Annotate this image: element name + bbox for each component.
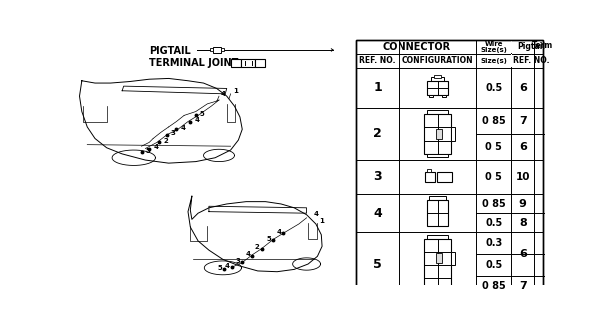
Text: 1: 1 (234, 88, 238, 94)
Text: 7: 7 (519, 116, 527, 126)
Text: 5: 5 (217, 265, 222, 271)
Text: Pigtail: Pigtail (517, 42, 545, 52)
Text: TERMINAL JOINT: TERMINAL JOINT (149, 59, 238, 68)
Text: 9: 9 (519, 199, 527, 209)
Text: 0.5: 0.5 (485, 218, 502, 228)
Text: 8: 8 (519, 218, 527, 228)
Text: Size(s): Size(s) (480, 58, 507, 64)
Bar (255, 59, 265, 67)
Text: 3: 3 (171, 130, 176, 136)
Text: Term: Term (532, 41, 554, 50)
Bar (436, 129, 442, 139)
Text: 5: 5 (200, 111, 204, 117)
Bar (210, 48, 213, 52)
Text: 5: 5 (373, 258, 382, 271)
Bar (436, 253, 442, 263)
Text: 5: 5 (266, 236, 271, 242)
Text: 4: 4 (225, 262, 230, 268)
Bar (427, 291, 448, 294)
Text: 0 5: 0 5 (485, 172, 502, 182)
Text: 0.5: 0.5 (485, 260, 502, 270)
Bar (427, 235, 448, 239)
Bar (451, 252, 456, 265)
Text: 0 85: 0 85 (482, 199, 506, 209)
Bar (231, 59, 241, 67)
Bar (424, 239, 451, 291)
Text: 0 85: 0 85 (482, 116, 506, 126)
Bar (427, 200, 448, 226)
Text: REF. NO.: REF. NO. (359, 56, 396, 65)
Text: 0 5: 0 5 (485, 142, 502, 152)
Text: 5: 5 (145, 148, 150, 154)
Bar (431, 77, 443, 81)
Text: 1: 1 (319, 218, 324, 224)
Bar (427, 110, 448, 114)
Text: CONNECTOR: CONNECTOR (382, 42, 450, 52)
Text: 3: 3 (235, 258, 240, 264)
Bar (241, 59, 255, 67)
Bar (221, 48, 224, 52)
Text: 0.5: 0.5 (485, 83, 502, 93)
Bar (424, 114, 451, 154)
Text: 4: 4 (373, 207, 382, 220)
Text: 0 85: 0 85 (482, 281, 506, 291)
Text: 4: 4 (220, 91, 226, 97)
Text: CONFIGURATION: CONFIGURATION (402, 56, 473, 65)
Text: 2: 2 (163, 138, 168, 144)
Text: 7: 7 (519, 281, 527, 291)
Text: 6: 6 (519, 83, 527, 93)
Bar (511, 54, 512, 67)
Bar (428, 169, 431, 172)
Text: 4: 4 (245, 251, 250, 257)
Bar (425, 172, 435, 182)
Text: 2: 2 (373, 127, 382, 140)
Bar (451, 127, 456, 140)
Bar (427, 81, 448, 95)
Text: 4: 4 (313, 211, 318, 217)
Bar (511, 40, 512, 53)
Text: 3: 3 (373, 171, 382, 183)
Text: 4: 4 (276, 229, 281, 235)
Bar (427, 154, 448, 157)
Bar (429, 196, 446, 200)
Text: PIGTAIL: PIGTAIL (149, 46, 191, 56)
Bar (434, 75, 440, 78)
Bar (442, 95, 446, 97)
Bar (429, 95, 433, 97)
Bar (356, 40, 543, 297)
Text: 4: 4 (153, 144, 158, 150)
Text: Wire
Size(s): Wire Size(s) (480, 41, 507, 53)
Text: 4: 4 (194, 117, 199, 123)
Text: 1: 1 (373, 81, 382, 94)
Text: 2: 2 (255, 244, 260, 250)
Text: 6: 6 (519, 249, 527, 259)
Text: 4: 4 (180, 125, 185, 131)
Text: 10: 10 (515, 172, 530, 182)
Text: REF. NO.: REF. NO. (513, 56, 549, 65)
Bar (356, 40, 543, 297)
Text: 0.3: 0.3 (485, 238, 502, 248)
Text: 6: 6 (519, 142, 527, 152)
Bar (437, 172, 451, 182)
Bar (213, 47, 221, 53)
